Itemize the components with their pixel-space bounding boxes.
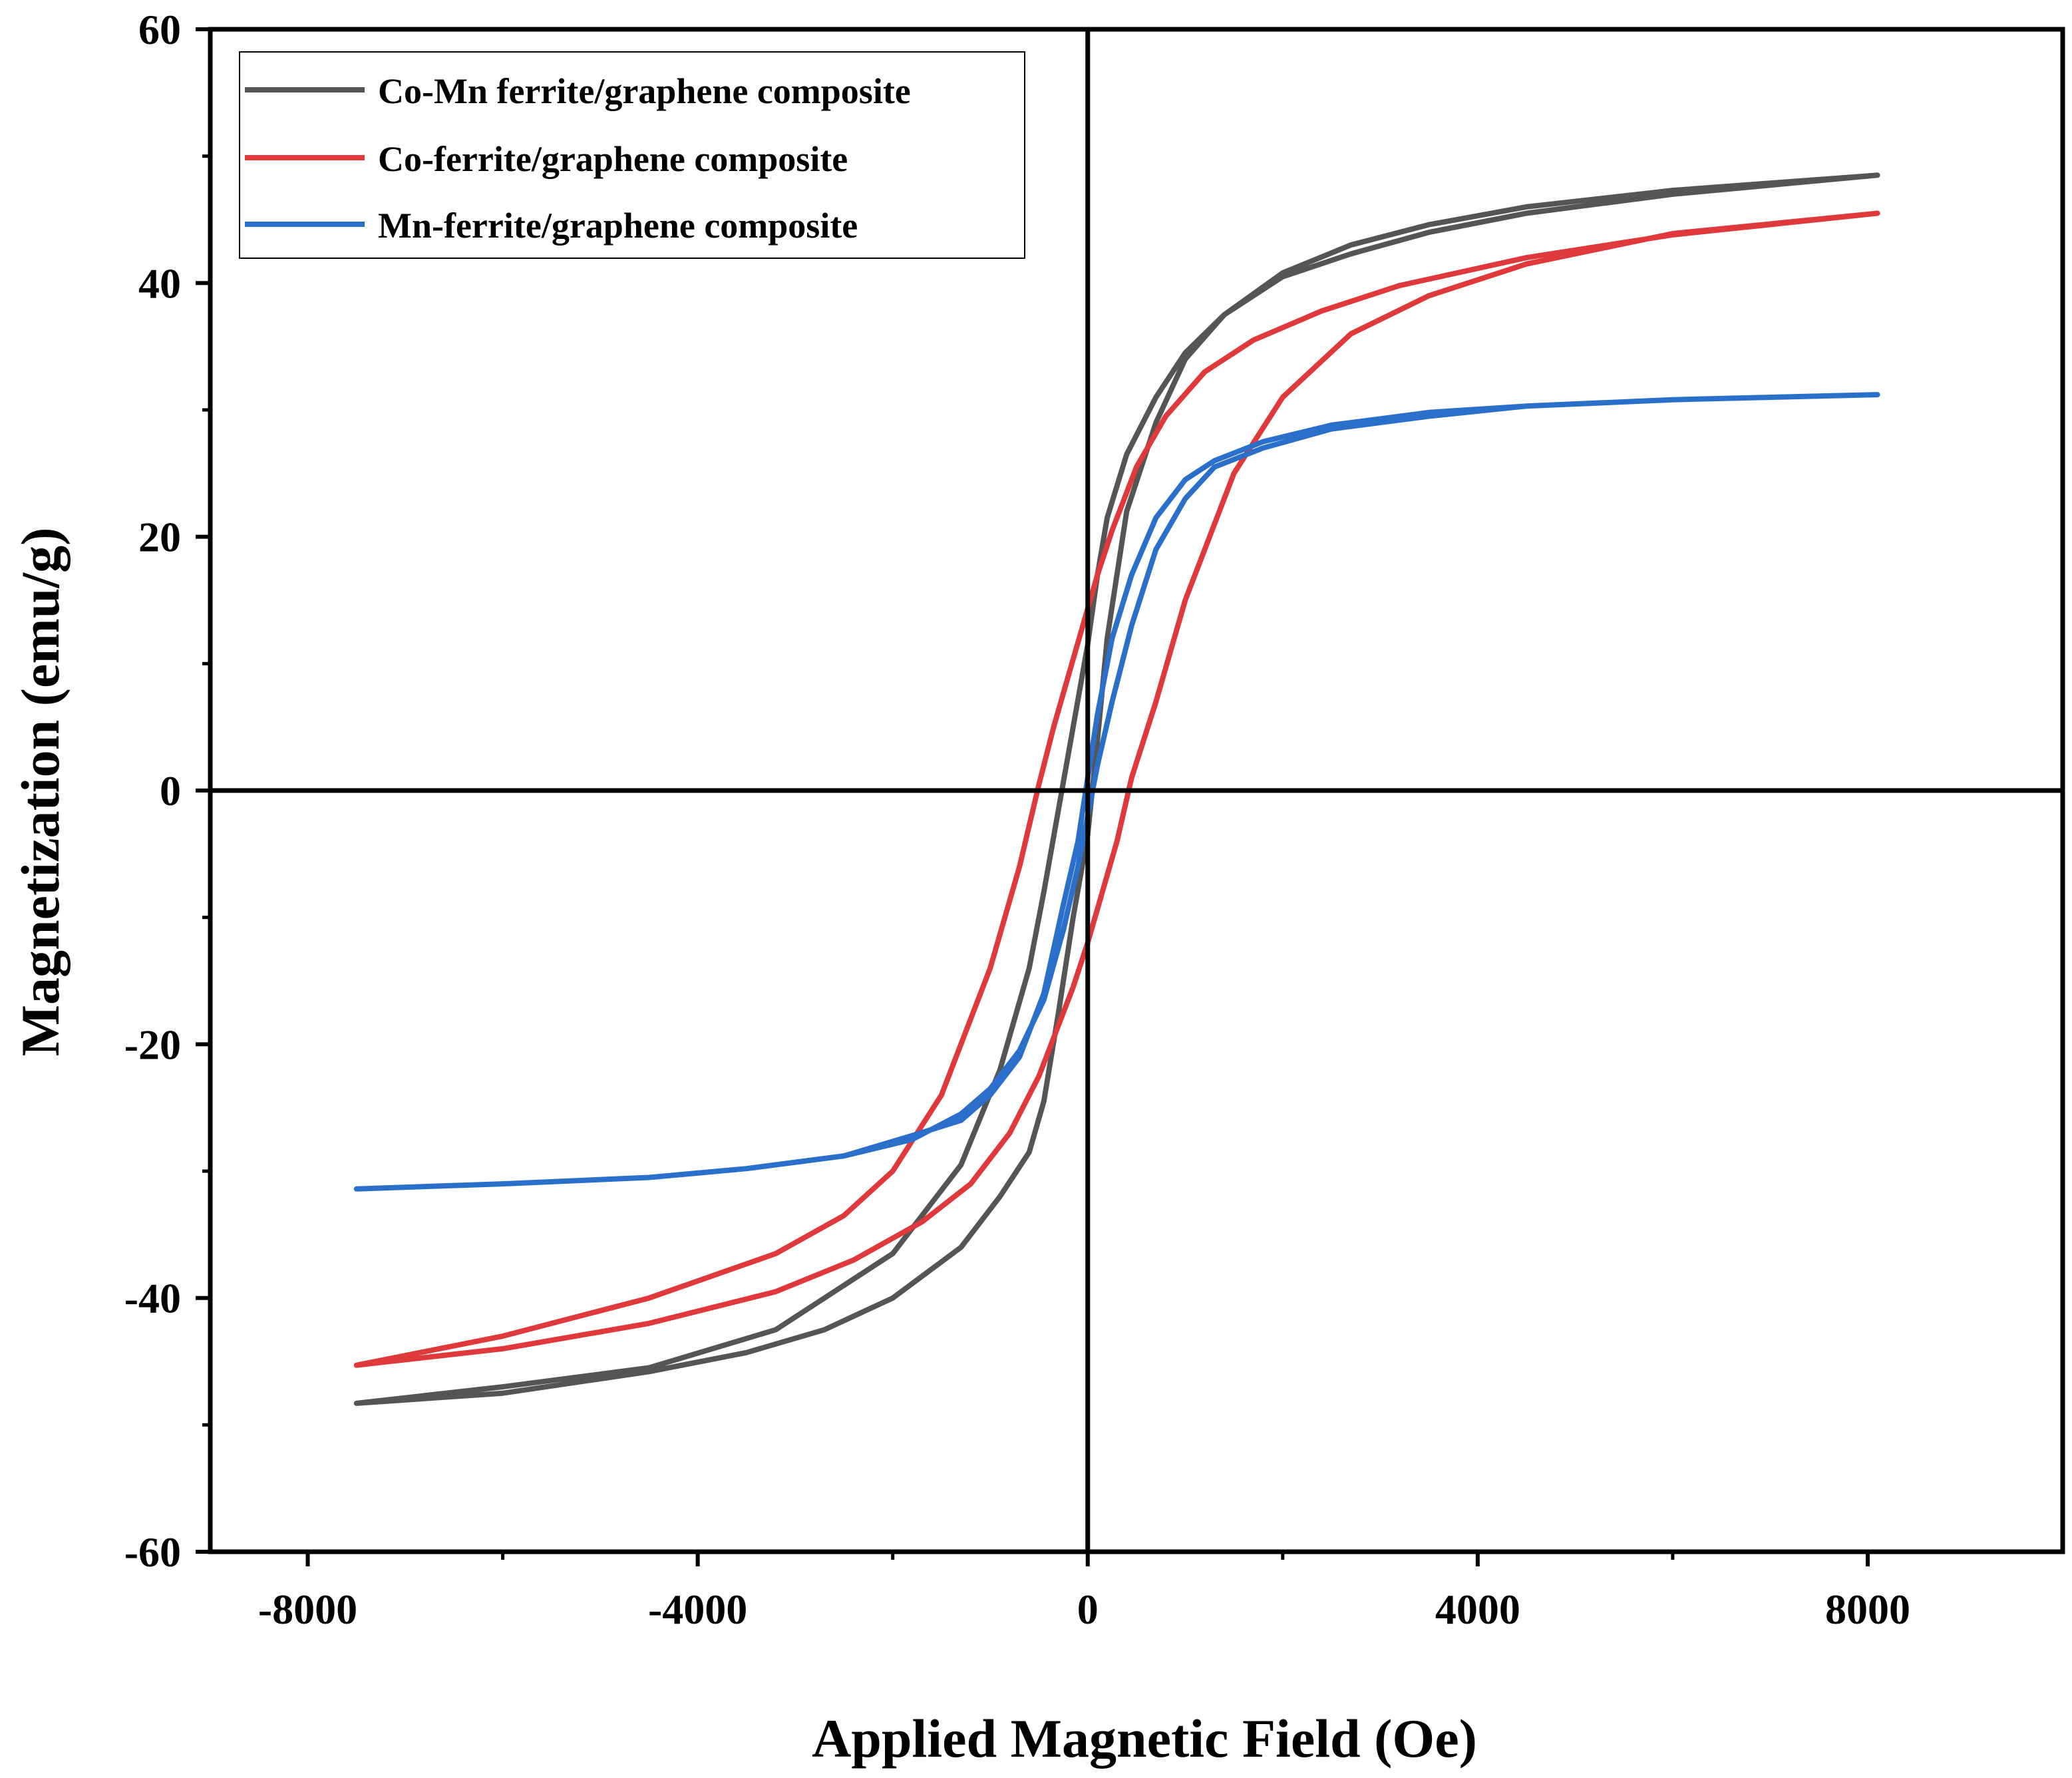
series-line-0 — [353, 172, 1880, 1406]
legend-label-0: Co-Mn ferrite/graphene composite — [378, 71, 911, 111]
x-tick-label-3: 4000 — [1435, 1586, 1520, 1633]
axes-layer — [210, 29, 2063, 1552]
series-line-1 — [353, 210, 1880, 1368]
y-tick-label-4: 20 — [138, 514, 181, 561]
y-tick-label-3: 0 — [160, 767, 181, 814]
x-tick-label-1: -4000 — [648, 1586, 747, 1633]
legend: Co-Mn ferrite/graphene composite Co-ferr… — [239, 51, 1025, 259]
series-layer — [353, 172, 1880, 1406]
x-axis-title: Applied Magnetic Field (Oe) — [812, 1708, 1477, 1769]
y-tick-label-5: 40 — [138, 260, 181, 307]
legend-box — [239, 51, 1025, 259]
series-line-2 — [353, 392, 1880, 1192]
y-tick-label-1: -40 — [124, 1275, 181, 1322]
y-tick-label-6: 60 — [138, 6, 181, 53]
x-tick-label-4: 8000 — [1825, 1586, 1910, 1633]
y-axis-title: Magnetization (emu/g) — [10, 528, 71, 1057]
legend-label-1: Co-ferrite/graphene composite — [378, 139, 848, 179]
y-tick-label-0: -60 — [124, 1528, 181, 1576]
x-tick-label-2: 0 — [1077, 1586, 1099, 1633]
y-tick-label-2: -20 — [124, 1021, 181, 1068]
legend-label-2: Mn-ferrite/graphene composite — [378, 206, 858, 246]
ticks-layer: -8000 -4000 0 4000 8000 -60 -40 -20 0 20 40 60 — [124, 6, 1910, 1633]
x-tick-label-0: -8000 — [258, 1586, 357, 1633]
